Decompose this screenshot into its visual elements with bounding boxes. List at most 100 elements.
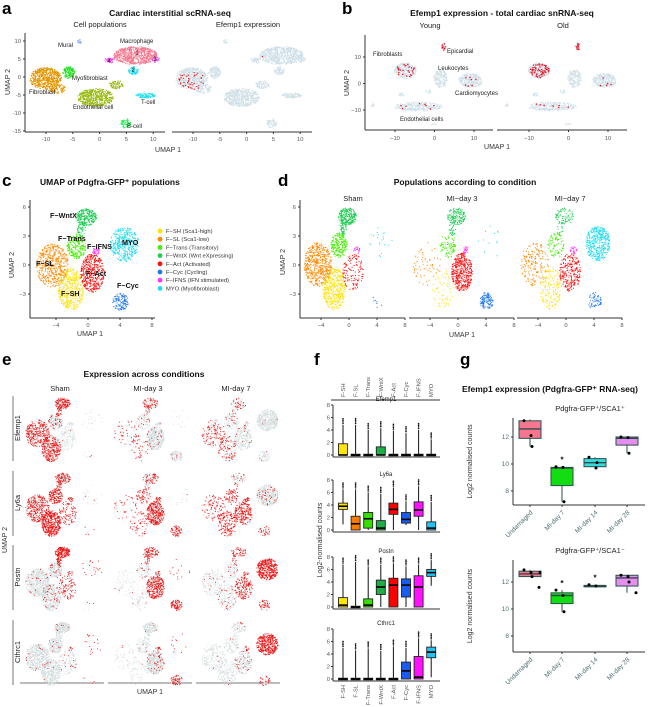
cluster-points-fibroblast	[29, 67, 62, 90]
x-tick-label: 0	[98, 137, 101, 143]
cluster-number: 4	[107, 59, 111, 65]
box-myo	[426, 432, 437, 457]
y-axis-label: UMAP 2	[280, 249, 287, 275]
d-points-d3-cyc	[479, 292, 494, 309]
outlier-point	[405, 645, 407, 648]
box-undamaged	[518, 419, 542, 448]
box	[338, 597, 348, 608]
box	[426, 521, 437, 531]
box	[363, 598, 374, 608]
category-label: MI-day 28	[606, 656, 632, 682]
outlier-point	[405, 429, 407, 431]
outlier-point	[367, 562, 370, 565]
data-point	[619, 435, 623, 439]
efemp1-expressing-points	[262, 56, 264, 58]
category-label: Undamaged	[504, 656, 534, 686]
outlier-point	[392, 426, 395, 429]
data-point	[627, 580, 631, 584]
panel-label-d: d	[278, 171, 288, 190]
cluster-points-grey-fibroblast-tail	[195, 83, 212, 94]
panel-b-title: Efemp1 expression - total cardiac snRNA-…	[410, 8, 594, 18]
outlier-point	[405, 562, 407, 565]
x-tick-label: 4	[484, 323, 488, 329]
outlier-point	[405, 564, 407, 566]
panel-b-subtitle-young: Young	[420, 21, 441, 30]
outlier-point	[342, 642, 344, 644]
c-points-ifns	[92, 246, 101, 256]
legend-item: F−Cyc (Cycling)	[166, 270, 207, 276]
box-f-sl	[350, 417, 361, 457]
y-tick-label: 6	[293, 205, 296, 211]
box-mi-day-14	[583, 583, 607, 588]
outlier-point	[367, 642, 370, 645]
y-axis-label: UMAP 2	[2, 527, 9, 553]
cluster-label: Fibroblast	[29, 90, 56, 96]
e-points-expressing-postn	[114, 546, 190, 611]
panel-d-title: Populations according to condition	[394, 177, 537, 187]
y-tick-label: 8	[327, 403, 330, 409]
box	[375, 520, 386, 531]
d-points-Sham-wntx	[339, 219, 348, 237]
x-tick-label: 10	[471, 136, 477, 142]
outlier-point	[405, 427, 407, 430]
outlier-point	[342, 419, 344, 422]
data-point	[562, 610, 566, 614]
legend-item: F−WntX (Wnt eXpressing)	[166, 254, 234, 260]
outlier-point	[380, 562, 382, 564]
panel-label-a: a	[2, 0, 12, 18]
y-tick-label: −3	[19, 292, 26, 298]
box-f-sh	[338, 640, 348, 681]
d-points-d3-act	[451, 252, 473, 292]
outlier-point	[392, 560, 395, 563]
gene-label: Postn	[13, 567, 22, 586]
outlier-point	[342, 421, 344, 423]
y-tick-label: 0	[23, 263, 26, 269]
y-tick-label: 10	[502, 606, 510, 613]
outlier-point	[392, 644, 395, 646]
data-point	[634, 591, 638, 595]
x-tick-label: 8	[150, 323, 153, 329]
category-label: MI-day 28	[606, 509, 632, 535]
outlier-point	[367, 646, 370, 648]
x-tick-label: 0	[433, 136, 436, 142]
y-tick-label: 0	[293, 263, 296, 269]
y-tick-label: 3	[23, 234, 26, 240]
y-tick-label: 5	[18, 57, 21, 63]
outlier-point	[354, 485, 357, 488]
e-points-expressing-postn	[204, 547, 278, 611]
box-f-trans	[363, 559, 374, 608]
outlier-point	[354, 487, 357, 489]
d-points-Sham-wntx	[337, 207, 357, 226]
box	[550, 466, 574, 487]
cluster-points-grey-macrophage-3	[297, 57, 306, 63]
cluster-points-young-cardiomyocytes	[458, 73, 483, 88]
y-axis-label: UMAP 2	[5, 69, 12, 95]
outlier-point	[392, 556, 395, 558]
x-tick-label: −4	[535, 323, 542, 329]
outlier-point	[430, 435, 433, 438]
cluster-points-old-misc1	[532, 92, 539, 97]
y-tick-label: 2	[327, 665, 330, 671]
cluster-label: F−SH	[61, 289, 80, 298]
box-f-act	[388, 423, 399, 457]
outlier-point	[392, 641, 395, 643]
cluster-number: 1	[135, 51, 139, 57]
y-axis-label: UMAP 2	[344, 70, 351, 96]
y-tick-label: −10	[351, 108, 361, 114]
category-label: MI-day 7	[544, 509, 567, 532]
box-mi-day-14	[583, 455, 607, 470]
d-points-d3-myo	[478, 225, 499, 257]
y-tick-label: 0	[327, 605, 330, 611]
d-points-d7-cyc	[588, 292, 602, 309]
cluster-points-endothelial-tail	[109, 80, 124, 90]
category-label-top: F-Act	[391, 383, 397, 397]
category-label-bottom: MYO	[429, 685, 435, 699]
data-point	[522, 419, 526, 423]
x-tick-label: -5	[217, 137, 222, 143]
significance-star: *	[560, 455, 564, 465]
outlier-point	[430, 633, 433, 635]
e-points-expressing-ly6a	[202, 472, 278, 537]
data-point	[529, 434, 533, 438]
outlier-point	[417, 636, 420, 638]
outlier-point	[380, 645, 382, 647]
